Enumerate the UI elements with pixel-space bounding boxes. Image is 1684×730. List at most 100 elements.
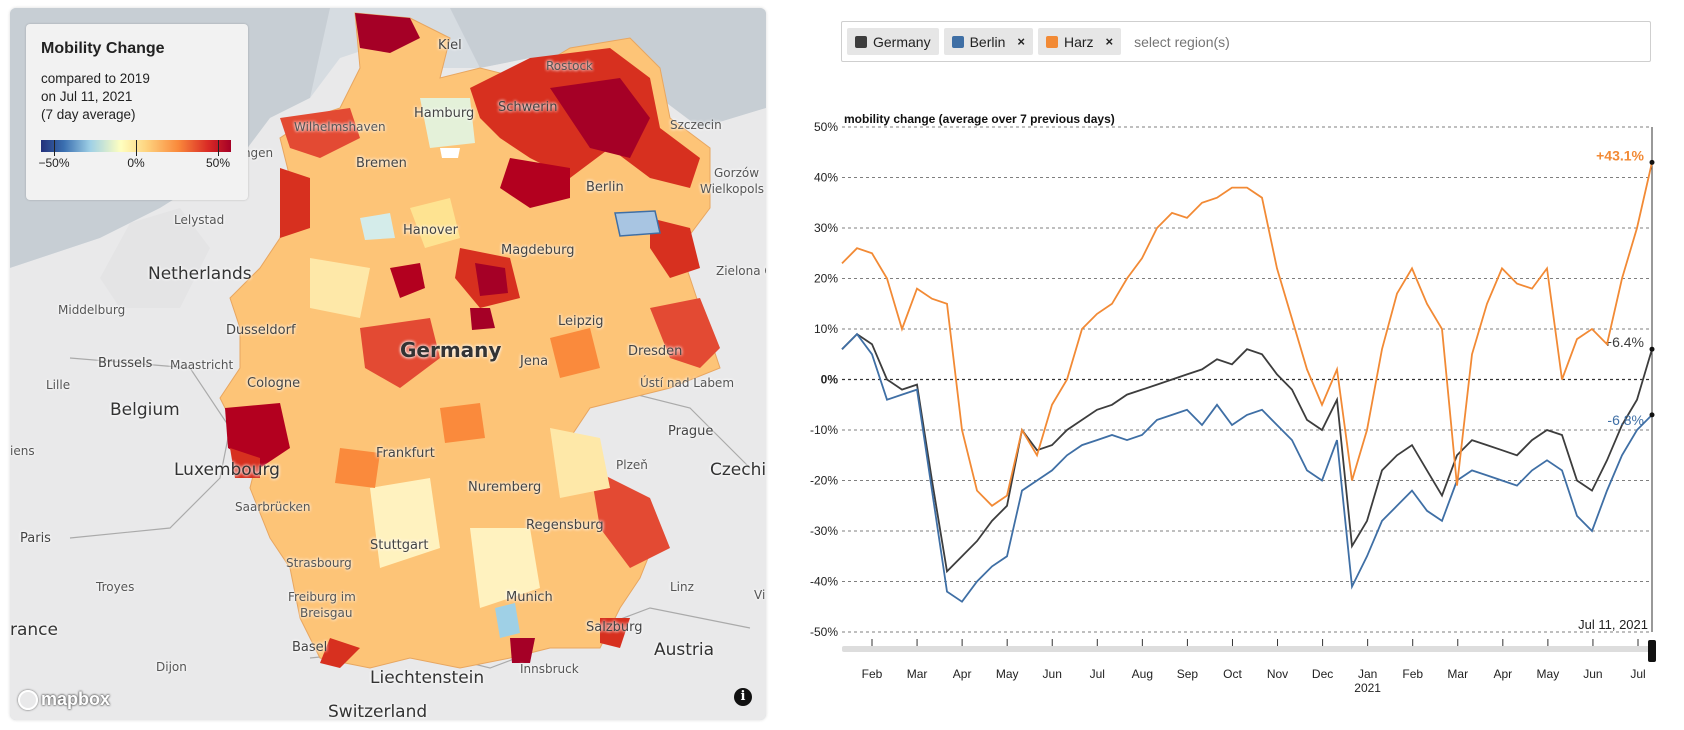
- chip-berlin[interactable]: Berlin ×: [943, 28, 1033, 55]
- info-icon[interactable]: i: [734, 688, 752, 706]
- border-belgium: [69, 357, 231, 539]
- label-innsbruck: Innsbruck: [520, 662, 579, 676]
- y-tick-label: 0%: [821, 373, 839, 387]
- series-end-label: +6.4%: [1604, 334, 1644, 350]
- y-tick-label: -10%: [810, 423, 838, 437]
- label-gorzow: Gorzów: [714, 166, 760, 180]
- label-switzerland: Switzerland: [328, 702, 428, 720]
- series-line-germany[interactable]: [841, 332, 1653, 574]
- legend-label-min: −50%: [38, 156, 70, 170]
- legend-label-mid: 0%: [127, 156, 145, 170]
- x-tick-label: Aug: [1132, 667, 1153, 681]
- label-usti: Ústí nad Labem: [640, 376, 735, 390]
- chip-remove-icon[interactable]: ×: [1017, 34, 1025, 49]
- label-cologne: Cologne: [247, 376, 301, 391]
- label-szczecin: Szczecin: [670, 118, 722, 132]
- mapbox-logo[interactable]: mapbox: [18, 689, 110, 710]
- baltic-sea: [450, 8, 766, 128]
- label-luxembourg: Luxembourg: [174, 460, 280, 480]
- legend-label-max: 50%: [205, 156, 231, 170]
- label-middelburg: Middelburg: [58, 303, 126, 317]
- label-berlin: Berlin: [586, 180, 624, 195]
- label-plzen: Plzeň: [616, 458, 648, 472]
- chip-germany[interactable]: Germany: [847, 28, 939, 55]
- label-basel: Basel: [292, 640, 328, 655]
- label-saarbrucken: Saarbrücken: [235, 500, 311, 514]
- series-end-label: +43.1%: [1596, 147, 1644, 163]
- label-zielona: Zielona G: [716, 264, 766, 278]
- x-tick-label: Oct: [1223, 667, 1242, 681]
- series-line-berlin[interactable]: [841, 332, 1653, 603]
- netherlands-land: [100, 208, 210, 308]
- x-tick-label: May: [1537, 667, 1560, 681]
- region-layer[interactable]: [225, 13, 720, 668]
- map-legend: Mobility Change compared to 2019 on Jul …: [26, 24, 248, 200]
- chip-swatch: [855, 35, 867, 48]
- map-panel[interactable]: Kiel Rostock Hamburg Schwerin Szczecin W…: [10, 8, 766, 720]
- mapbox-logo-text: mapbox: [41, 689, 111, 709]
- label-regensburg: Regensburg: [526, 518, 604, 533]
- chip-harz[interactable]: Harz ×: [1037, 28, 1122, 55]
- timeline-handle[interactable]: [1648, 640, 1656, 662]
- label-schwerin: Schwerin: [498, 100, 558, 115]
- timeline-track[interactable]: [842, 646, 1652, 652]
- label-strasbourg: Strasbourg: [286, 556, 352, 570]
- x-tick-label: Sep: [1177, 667, 1199, 681]
- label-belgium: Belgium: [110, 400, 180, 420]
- y-tick-label: 10%: [814, 322, 838, 336]
- chip-label: Harz: [1063, 33, 1094, 50]
- label-frankfurt: Frankfurt: [376, 446, 435, 461]
- series-end-point: [1649, 346, 1655, 352]
- label-wilhelmshaven: Wilhelmshaven: [294, 120, 386, 134]
- legend-tick-mid: [136, 140, 137, 156]
- x-tick-label: Feb: [862, 667, 883, 681]
- region-selector[interactable]: Germany Berlin × Harz ×: [841, 21, 1651, 62]
- legend-subtitle-3: (7 day average): [41, 107, 136, 122]
- y-tick-label: 50%: [814, 120, 838, 134]
- x-tick-label: Jun: [1043, 667, 1062, 681]
- y-tick-label: 40%: [814, 171, 838, 185]
- label-hanover: Hanover: [403, 223, 458, 238]
- legend-tick-min: [54, 140, 55, 156]
- label-iens: iens: [10, 444, 35, 458]
- series-line-harz[interactable]: [841, 162, 1653, 507]
- y-tick-label: -40%: [810, 575, 838, 589]
- region-search-input[interactable]: [1134, 33, 1335, 50]
- x-tick-label: Nov: [1267, 667, 1288, 681]
- label-nuremberg: Nuremberg: [468, 480, 542, 495]
- mapbox-logo-icon: [18, 689, 38, 710]
- label-stuttgart: Stuttgart: [370, 538, 429, 553]
- label-maastricht: Maastricht: [170, 358, 234, 372]
- label-liechtenstein: Liechtenstein: [370, 668, 485, 688]
- label-germany: Germany: [400, 338, 502, 362]
- map-canvas[interactable]: [10, 8, 766, 720]
- legend-color-scale: −50% 0% 50%: [38, 140, 231, 170]
- mobility-chart[interactable]: 50% 40% 30% 20% 10% 0% -10% -20% -30% -40% -50% mob…: [800, 110, 1660, 710]
- series-end-point: [1649, 159, 1655, 165]
- label-salzburg: Salzburg: [586, 620, 643, 635]
- label-vienna: Vi: [754, 588, 766, 602]
- label-munich: Munich: [506, 590, 553, 605]
- chart-title: mobility change (average over 7 previous…: [844, 112, 1115, 126]
- legend-subtitle-2: on Jul 11, 2021: [41, 89, 133, 104]
- chip-remove-icon[interactable]: ×: [1105, 34, 1114, 49]
- y-tick-label: 30%: [814, 221, 838, 235]
- y-tick-label: -20%: [810, 474, 838, 488]
- current-date-label: Jul 11, 2021: [1578, 617, 1648, 632]
- label-freiburg: Freiburg im: [288, 590, 356, 604]
- legend-tick-max: [218, 140, 219, 156]
- label-leipzig: Leipzig: [558, 314, 604, 329]
- germany-shape[interactable]: [219, 12, 721, 669]
- label-kiel: Kiel: [438, 38, 462, 53]
- label-dusseldorf: Dusseldorf: [226, 323, 296, 338]
- x-tick-label: Mar: [1447, 667, 1468, 681]
- label-dresden: Dresden: [628, 344, 683, 359]
- x-tick-label: Feb: [1402, 667, 1423, 681]
- legend-title: Mobility Change: [41, 40, 165, 57]
- label-czechia: Czechi: [710, 460, 766, 480]
- label-linz: Linz: [670, 580, 694, 594]
- x-tick-label: Jun: [1583, 667, 1602, 681]
- label-austria: Austria: [654, 640, 715, 660]
- chip-swatch: [951, 35, 964, 48]
- label-brussels: Brussels: [98, 356, 153, 371]
